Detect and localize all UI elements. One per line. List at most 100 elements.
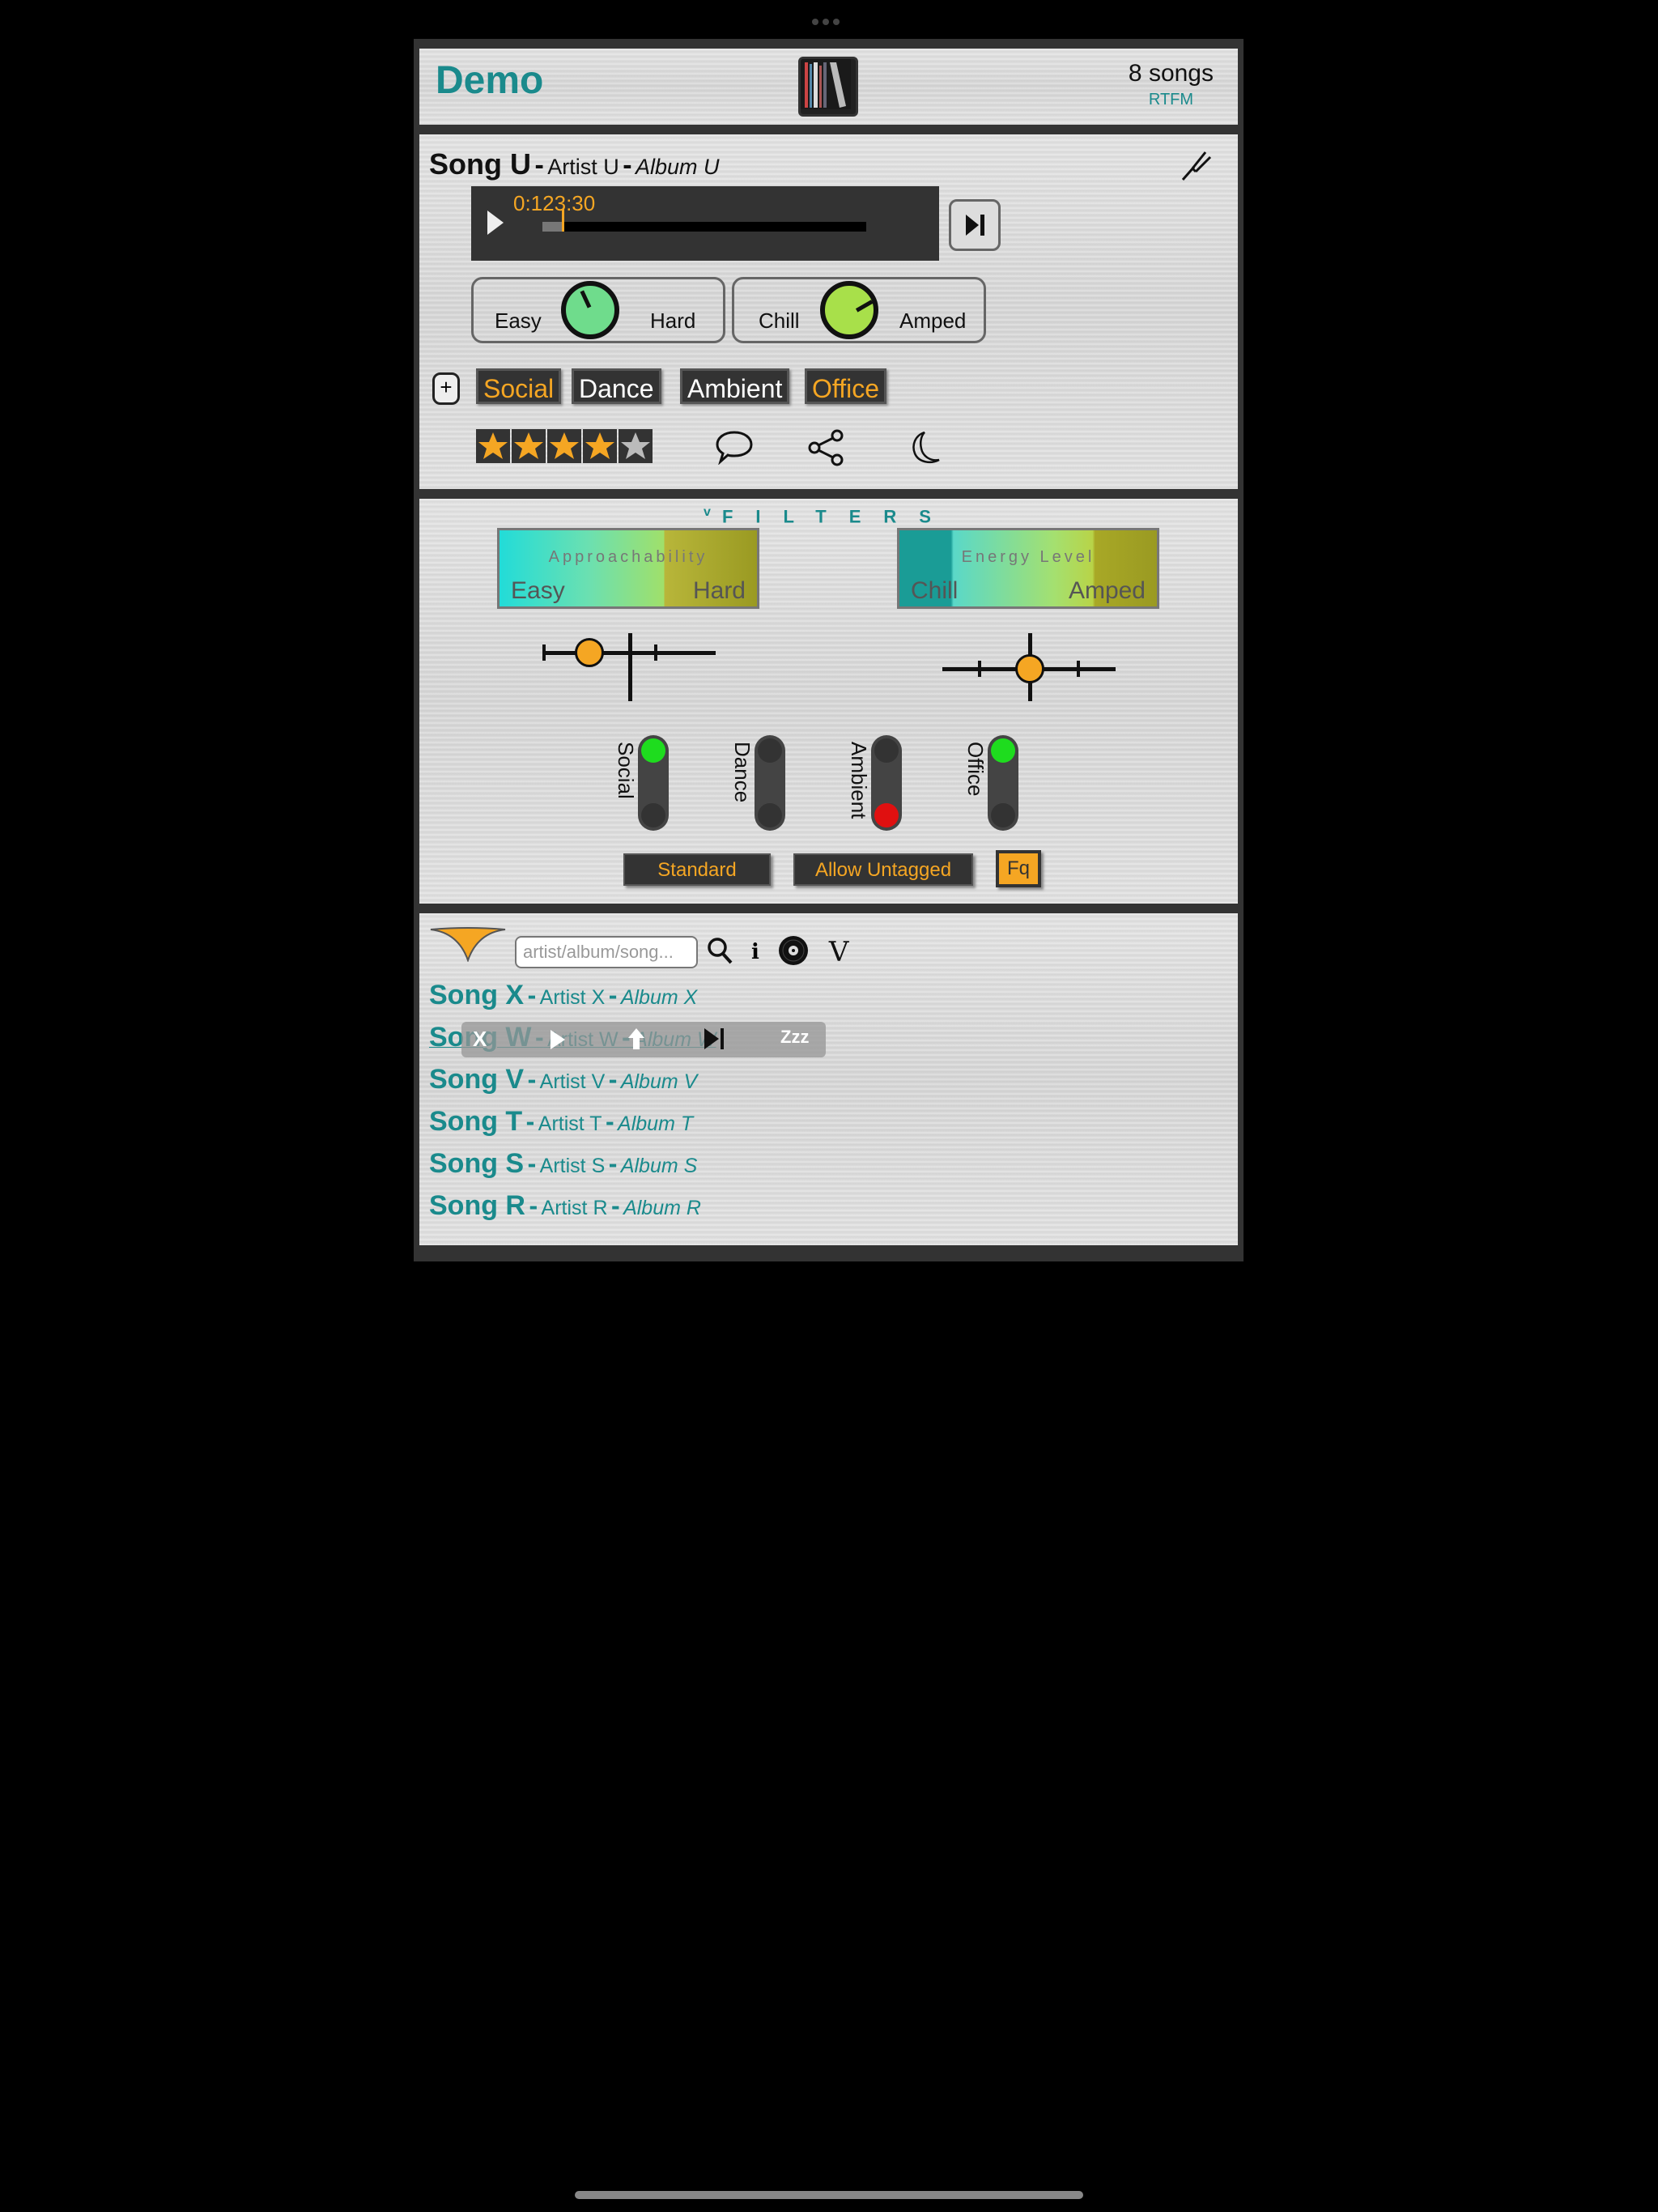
list-item[interactable]: Song S - Artist S - Album S <box>429 1148 698 1179</box>
energy-high-label: Amped <box>899 308 967 333</box>
star-icon[interactable] <box>476 429 510 463</box>
song-title: Song X <box>429 980 525 1010</box>
search-input[interactable]: artist/album/song... <box>515 936 698 968</box>
add-tag-button[interactable]: + <box>432 372 460 405</box>
song-artist: Artist S <box>539 1155 606 1177</box>
filters-title: FILTERS <box>721 506 954 527</box>
toggle-social-label: Social <box>614 742 638 799</box>
home-indicator[interactable] <box>575 2191 1083 2199</box>
progress-track[interactable] <box>542 209 866 232</box>
vinyl-record-icon[interactable] <box>777 934 810 971</box>
tag-office[interactable]: Office <box>805 368 886 404</box>
filter-funnel-icon[interactable] <box>429 925 507 966</box>
song-album: Album T <box>618 1112 694 1135</box>
duration-time: 3:30 <box>554 191 596 215</box>
list-item[interactable]: Song V - Artist V - Album V <box>429 1064 698 1095</box>
time-readout: 0:123:30 <box>513 191 595 216</box>
star-icon[interactable] <box>547 429 581 463</box>
approachability-high-label: Hard <box>650 308 696 333</box>
tag-social[interactable]: Social <box>476 368 562 404</box>
row-actions-overlay: X Zzz <box>461 1022 826 1057</box>
approachability-filter-low: Easy <box>511 577 565 604</box>
move-up-icon[interactable] <box>627 1027 646 1057</box>
skip-next-button[interactable] <box>949 199 1001 251</box>
toggle-ambient[interactable] <box>871 735 902 831</box>
energy-filter-label: Energy Level <box>961 548 1095 566</box>
song-artist: Artist T <box>538 1112 602 1135</box>
rtfm-link[interactable]: RTFM <box>1148 91 1194 108</box>
app-title: Demo <box>436 59 544 102</box>
energy-filter-gauge: Energy Level Chill Amped <box>897 528 1159 609</box>
multitasking-dots-icon[interactable] <box>812 15 846 25</box>
song-count: 8 songs RTFM <box>1129 60 1214 109</box>
approachability-filter-gauge: Approachability Easy Hard <box>497 528 759 609</box>
library-art-icon[interactable] <box>798 57 858 117</box>
energy-knob-control: Chill Amped <box>732 277 986 343</box>
filters-panel: vFILTERS Approachability Easy Hard Energ… <box>419 499 1238 904</box>
list-item[interactable]: Song R - Artist R - Album R <box>429 1190 701 1221</box>
play-icon[interactable] <box>487 211 504 235</box>
fq-button[interactable]: Fq <box>996 850 1041 887</box>
toggle-dance[interactable] <box>755 735 785 831</box>
progress-fill <box>542 222 562 232</box>
song-album: Album X <box>620 986 698 1009</box>
approachability-knob[interactable] <box>561 281 619 339</box>
library-toolbar: i V <box>703 934 849 971</box>
toggle-ambient-label: Ambient <box>847 742 871 819</box>
v-menu-icon[interactable]: V <box>828 936 849 968</box>
play-icon[interactable] <box>549 1028 567 1057</box>
app-window: Demo 8 songs RTFM Song U - Artist U - Al… <box>414 39 1244 1261</box>
approachability-filter-high: Hard <box>692 577 746 604</box>
star-icon[interactable] <box>583 429 617 463</box>
now-playing-artist: Artist U <box>547 155 619 179</box>
now-playing-panel: Song U - Artist U - Album U 0:123:30 <box>419 134 1238 489</box>
share-icon[interactable] <box>806 428 847 472</box>
approachability-low-label: Easy <box>495 308 542 333</box>
tag-ambient[interactable]: Ambient <box>680 368 790 404</box>
song-title: Song R <box>429 1190 525 1221</box>
allow-untagged-button[interactable]: Allow Untagged <box>793 853 973 886</box>
filters-toggle[interactable]: vFILTERS <box>419 505 1238 527</box>
song-album: Album R <box>623 1197 701 1219</box>
progress-scrubber[interactable] <box>562 209 564 232</box>
tag-dance[interactable]: Dance <box>572 368 661 404</box>
list-item[interactable]: Song X - Artist X - Album X <box>429 980 698 1010</box>
energy-filter-high: Amped <box>1068 577 1146 604</box>
song-title: Song V <box>429 1064 525 1095</box>
toggle-social[interactable] <box>638 735 669 831</box>
energy-knob[interactable] <box>820 281 878 339</box>
star-icon[interactable] <box>512 429 546 463</box>
info-icon[interactable]: i <box>751 940 759 964</box>
song-artist: Artist V <box>539 1070 606 1093</box>
standard-button[interactable]: Standard <box>623 853 771 886</box>
song-count-label: 8 songs <box>1128 60 1214 87</box>
star-rating[interactable] <box>476 429 654 463</box>
library-panel: artist/album/song... i V Song X - Artist… <box>419 913 1238 1245</box>
filters-caret: v <box>704 505 722 519</box>
toggle-office[interactable] <box>988 735 1018 831</box>
energy-low-label: Chill <box>759 308 800 333</box>
song-album: Album S <box>620 1155 698 1177</box>
approachability-slider-knob[interactable] <box>575 638 604 667</box>
toggle-office-label: Office <box>963 742 988 797</box>
comment-icon[interactable] <box>714 429 755 469</box>
tuning-fork-icon[interactable] <box>1178 147 1214 183</box>
moon-icon[interactable] <box>903 428 944 472</box>
approachability-knob-control: Easy Hard <box>471 277 725 343</box>
energy-slider-knob[interactable] <box>1015 654 1044 683</box>
header-panel: Demo 8 songs RTFM <box>419 49 1238 125</box>
toggle-dance-label: Dance <box>730 742 755 803</box>
list-item[interactable]: Song T - Artist T - Album T <box>429 1106 694 1137</box>
remove-button[interactable]: X <box>473 1027 487 1051</box>
play-next-icon[interactable] <box>703 1027 727 1057</box>
separator: - <box>623 150 632 181</box>
search-icon[interactable] <box>706 936 733 969</box>
star-icon[interactable] <box>619 429 653 463</box>
sleep-button[interactable]: Zzz <box>780 1027 810 1047</box>
song-title: Song T <box>429 1106 523 1137</box>
now-playing-song: Song U <box>429 147 531 181</box>
audio-player: 0:123:30 <box>471 186 939 261</box>
now-playing-album: Album U <box>635 155 720 179</box>
now-playing-title: Song U - Artist U - Album U <box>429 147 720 181</box>
separator: - <box>534 150 544 181</box>
